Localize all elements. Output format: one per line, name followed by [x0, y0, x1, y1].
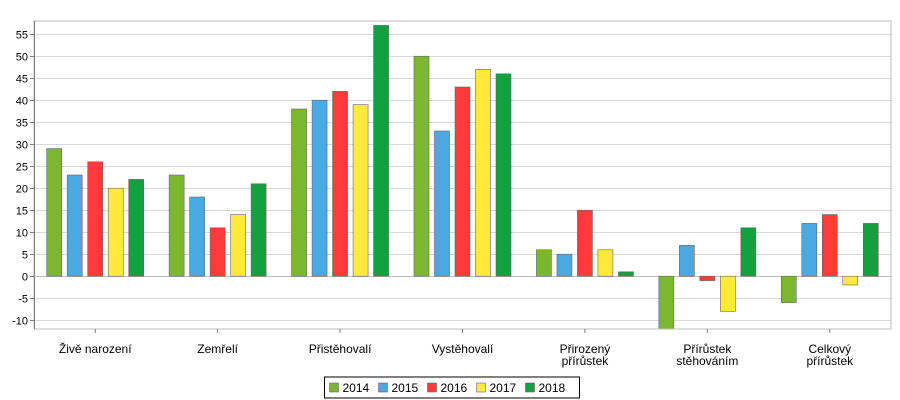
bar-2018 — [128, 179, 145, 277]
y-tick-label: 0 — [22, 272, 28, 284]
axes — [30, 20, 892, 333]
legend-swatch-2017 — [476, 382, 486, 393]
bar-2015 — [311, 99, 328, 277]
bars — [46, 25, 879, 330]
y-tick-label: -5 — [18, 294, 28, 306]
bar-2014 — [46, 148, 63, 277]
bar-2016 — [699, 275, 716, 281]
legend: 2014 2015 2016 2017 2018 — [324, 376, 580, 399]
bar-2017 — [352, 104, 369, 277]
bar-2014 — [291, 108, 307, 277]
bar-2014 — [413, 55, 430, 277]
bar-2018 — [373, 25, 389, 277]
bar-2017 — [842, 275, 859, 286]
axis-labels: -10 -5 0 5 10 15 20 25 30 35 40 45 50 55 Živě narození… — [12, 30, 854, 369]
legend-label-2017: 2017 — [490, 381, 517, 395]
bar-2018 — [862, 223, 879, 277]
bar-2015 — [801, 223, 818, 277]
bar-2015 — [189, 196, 205, 277]
y-tick-label: -10 — [12, 316, 28, 328]
x-category-label: Přirozený přírůstek — [560, 342, 611, 368]
bar-2015 — [679, 245, 695, 277]
bar-2014 — [536, 249, 552, 277]
bar-2018 — [618, 271, 634, 277]
bar-2017 — [720, 275, 736, 312]
y-tick-label: 45 — [16, 74, 28, 86]
legend-swatch-2014 — [329, 382, 339, 393]
bar-2015 — [556, 253, 573, 277]
y-tick-label: 40 — [16, 96, 28, 108]
legend-box — [324, 376, 580, 399]
bar-2017 — [107, 187, 124, 277]
x-category-label: Celkový přírůstek — [806, 342, 854, 368]
legend-swatch-2018 — [525, 382, 535, 393]
y-tick-label: 30 — [16, 140, 28, 152]
y-tick-label: 55 — [16, 30, 28, 42]
bar-2014 — [780, 275, 797, 303]
bar-2017 — [597, 249, 614, 277]
bar-2017 — [475, 69, 491, 277]
bar-2018 — [495, 73, 512, 277]
y-tick-label: 25 — [16, 162, 28, 174]
legend-label-2018: 2018 — [539, 381, 566, 395]
y-tick-label: 50 — [16, 52, 28, 64]
x-category-label: Přistěhovalí — [309, 342, 372, 356]
bar-2016 — [821, 214, 838, 277]
bar-2016 — [454, 86, 471, 277]
bar-2018 — [740, 227, 757, 277]
bar-2016 — [209, 227, 226, 277]
x-category-label: Přírůstek stěhováním — [676, 342, 738, 368]
bar-2014 — [168, 174, 185, 277]
bar-2018 — [250, 183, 267, 277]
legend-label-2016: 2016 — [441, 381, 468, 395]
bar-2017 — [230, 214, 246, 277]
x-category-label: Zemřelí — [197, 342, 238, 356]
y-tick-label: 20 — [16, 184, 28, 196]
x-category-label: Živě narození — [59, 341, 132, 356]
legend-label-2014: 2014 — [343, 381, 370, 395]
y-tick-label: 10 — [16, 228, 28, 240]
bar-2015 — [66, 174, 83, 277]
bar-2016 — [332, 91, 348, 277]
y-tick-label: 15 — [16, 206, 28, 218]
legend-label-2015: 2015 — [392, 381, 419, 395]
bar-2014 — [658, 275, 675, 330]
legend-swatch-2016 — [427, 382, 437, 393]
x-category-label: Vystěhovalí — [432, 342, 494, 356]
bar-2015 — [434, 130, 450, 277]
bar-2016 — [87, 161, 104, 277]
y-tick-label: 5 — [22, 250, 28, 262]
y-tick-label: 35 — [16, 118, 28, 130]
legend-swatch-2015 — [378, 382, 388, 393]
bar-2016 — [577, 209, 593, 277]
